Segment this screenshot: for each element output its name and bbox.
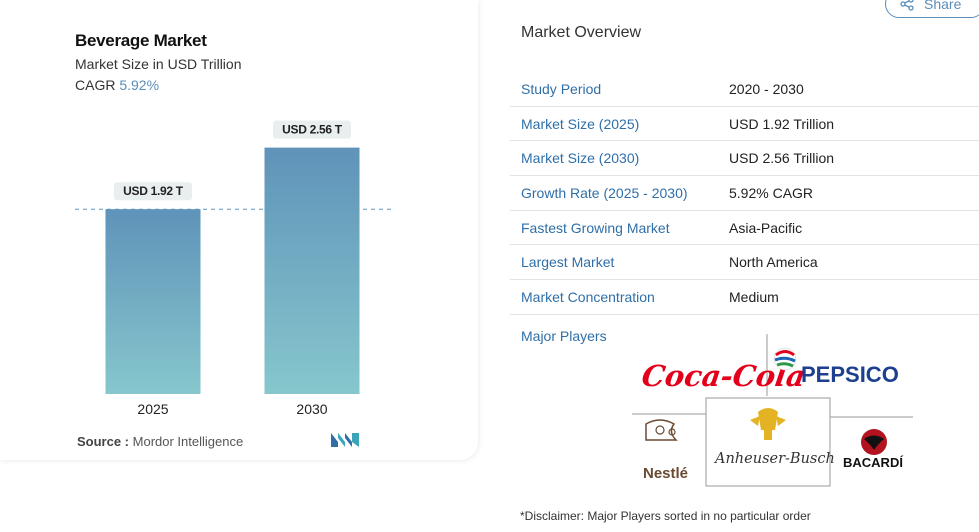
chart-subtitle: Market Size in USD Trillion xyxy=(75,56,242,72)
player-bacardi: BACARDÍ xyxy=(843,455,903,470)
overview-row-label: Fastest Growing Market xyxy=(521,219,670,236)
data-label: USD 1.92 T xyxy=(123,184,184,198)
player-pepsico: PEPSICO xyxy=(801,362,899,387)
overview-row-value: USD 2.56 Trillion xyxy=(729,150,835,167)
bar-chart: USD 1.92 T 2025 USD 2.56 T 2030 xyxy=(75,120,395,417)
mordor-logo-icon xyxy=(331,433,359,447)
chart-card: USD 1.92 T 2025 USD 2.56 T 2030 Beverage Ma… xyxy=(0,0,478,460)
nestle-logo-icon: Nestlé xyxy=(643,419,688,482)
overview-row: Largest Market North America xyxy=(510,245,979,281)
overview-row: Fastest Growing Market Asia-Pacific xyxy=(510,211,979,246)
overview-row-label: Market Concentration xyxy=(521,288,655,305)
share-icon xyxy=(900,0,914,11)
overview-row-value: USD 1.92 Trillion xyxy=(729,115,835,132)
bar-2025 xyxy=(105,209,201,394)
overview-title: Market Overview xyxy=(521,24,642,41)
source-label: Source : xyxy=(77,434,130,449)
overview-row-label: Market Size (2030) xyxy=(521,150,640,167)
data-label-box xyxy=(273,120,351,139)
share-button[interactable]: Share xyxy=(885,0,979,18)
overview-row: Study Period 2020 - 2030 xyxy=(510,72,979,107)
overview-row-label: Largest Market xyxy=(521,254,615,271)
overview-row-value: Asia-Pacific xyxy=(729,219,803,236)
overview-row-label: Market Size (2025) xyxy=(521,115,640,132)
chart-cagr: CAGR 5.92% xyxy=(75,77,159,93)
overview-row-value: North America xyxy=(729,254,818,271)
data-label-box xyxy=(114,182,192,201)
cagr-label: CAGR xyxy=(75,77,116,93)
overview-table: Study Period 2020 - 2030 Market Size (2025… xyxy=(510,72,979,315)
overview-row-label: Study Period xyxy=(521,80,602,97)
player-nestle: Nestlé xyxy=(643,465,688,482)
overview-row-value: Medium xyxy=(729,288,779,305)
overview-row-label: Growth Rate (2025 - 2030) xyxy=(521,184,688,201)
x-tick-label: 2025 xyxy=(137,401,168,417)
major-players-label: Major Players xyxy=(521,328,607,344)
cagr-value: 5.92% xyxy=(119,77,160,93)
pepsico-logo-icon: PEPSICO xyxy=(773,347,899,387)
source-text: Mordor Intelligence xyxy=(132,434,244,449)
overview-row-value: 5.92% CAGR xyxy=(729,184,814,201)
overview-row: Market Concentration Medium xyxy=(510,280,979,315)
overview-row: Growth Rate (2025 - 2030) 5.92% CAGR xyxy=(510,176,979,211)
overview-row: Market Size (2025) USD 1.92 Trillion xyxy=(510,107,979,142)
major-players-logos: Coca-Cola PEPSICO Nestlé Anheuser-Busch … xyxy=(632,334,913,487)
bacardi-logo-icon: BACARDÍ xyxy=(843,429,903,470)
disclaimer: *Disclaimer: Major Players sorted in no … xyxy=(520,509,811,523)
x-tick-label: 2030 xyxy=(296,401,327,417)
share-label: Share xyxy=(924,0,962,12)
chart-title: Beverage Market xyxy=(75,31,207,50)
bar-2030 xyxy=(264,147,360,394)
anheuser-busch-logo-icon: Anheuser-Busch xyxy=(713,408,835,467)
source-note: Source : Mordor Intelligence xyxy=(77,434,243,449)
overview-row-value: 2020 - 2030 xyxy=(729,80,804,97)
overview-row: Market Size (2030) USD 2.56 Trillion xyxy=(510,141,979,177)
data-label: USD 2.56 T xyxy=(282,123,343,137)
player-anheuser-busch: Anheuser-Busch xyxy=(713,451,835,467)
